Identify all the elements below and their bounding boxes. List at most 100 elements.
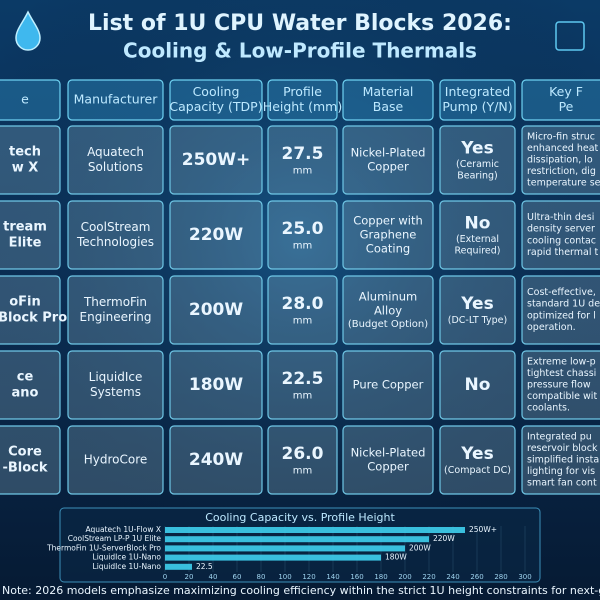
table-cell [439,275,516,345]
y-tick-label: CoolStream LP-P 1U Elite [68,534,162,543]
title-line: Cooling & Low-Profile Thermals [123,39,477,63]
table-cell [267,350,338,420]
water-drop-icon [15,10,41,51]
table-cell [0,125,61,195]
chart-title: Cooling Capacity vs. Profile Height [205,511,395,524]
cell-text: No [465,375,491,395]
cell-text: enhanced heat [527,143,599,154]
footer-note: Note: 2026 models emphasize maximizing c… [2,584,600,597]
header-cell [0,79,61,121]
cell-text: compatible wit [527,391,597,402]
table-cell [439,125,516,195]
cell-text: ThermoFin [83,295,147,309]
cell-text: Aluminum [359,289,418,303]
cell-text: 220W [189,225,243,245]
table-cell [342,125,434,195]
cell-text: Engineering [80,310,152,324]
y-tick-label: Aquatech 1U-Flow X [85,525,161,534]
table-cell [169,200,263,270]
x-tick-label: 180 [374,573,387,581]
column-header: Integrated [445,84,510,99]
cell-text: Aquatech [87,145,144,159]
cell-text: density server [527,224,595,235]
column-header: Material [363,84,414,99]
value-label: 250W+ [469,525,497,534]
cell-text: Alloy [374,303,402,317]
cell-text: tech [9,145,41,160]
column-header: e [21,92,29,107]
x-tick-label: 80 [257,573,266,581]
table-cell [439,425,516,495]
table-cell [342,425,434,495]
x-tick-label: 240 [446,573,459,581]
cell-text: Nickel-Plated [351,145,426,159]
cell-text: tightest chassi [527,368,596,379]
bar [165,536,429,543]
cell-text: Copper [367,460,409,474]
table-cell [67,200,164,270]
table-cell [521,125,600,195]
value-label: 200W [409,543,431,552]
table-cell [521,200,600,270]
table-cell [0,275,61,345]
table-cell [67,275,164,345]
cell-text: mm [293,390,312,401]
cell-text: Graphene [360,228,417,242]
cell-text: Cost-effective, [527,287,596,298]
x-tick-label: 300 [518,573,531,581]
cell-text: Copper with [353,213,423,227]
cell-text: simplified insta [527,455,599,466]
cell-text: -Block [2,460,47,475]
cell-text: smart fan cont [527,478,597,489]
table-cell [169,275,263,345]
cell-text: 240W [189,450,243,470]
cell-text: mm [293,315,312,326]
table-cell [521,275,600,345]
cell-text: Pure Copper [353,378,424,392]
table-cell [521,350,600,420]
x-tick-label: 60 [233,573,242,581]
y-tick-label: ThermoFin 1U-ServerBlock Pro [46,543,161,552]
x-tick-label: 160 [350,573,363,581]
header-cell [439,79,516,121]
cell-text: Ultra-thin desi [527,212,594,223]
x-tick-label: 40 [209,573,218,581]
title-line: List of 1U CPU Water Blocks 2026: [88,11,512,36]
cell-text: Yes [460,294,493,314]
cell-text: operation. [527,322,576,333]
table-cell [169,125,263,195]
header-cell [342,79,434,121]
x-tick-label: 220 [422,573,435,581]
table-cell [0,350,61,420]
cell-text: mm [293,240,312,251]
table-cell [67,125,164,195]
column-header: Pump (Y/N) [442,99,512,114]
header-cell [67,79,164,121]
cell-text: 26.0 [282,444,324,464]
column-header: Pe [559,99,574,114]
cell-text: cooling contac [527,235,596,246]
cell-text: restriction, dig [527,166,596,177]
column-header: Base [373,99,404,114]
table-cell [267,200,338,270]
table-cell [0,200,61,270]
cell-text: 25.0 [282,219,324,239]
x-tick-label: 120 [302,573,315,581]
value-label: 180W [385,553,407,562]
table-cell [0,425,61,495]
bar [165,527,465,533]
chip-icon [555,21,585,51]
table-cell [342,350,434,420]
cell-text: dissipation, lo [527,155,593,166]
cell-text: 27.5 [282,144,324,164]
cell-text: pressure flow [527,380,591,391]
cell-text: (External [456,234,499,245]
cell-text: No [465,213,491,233]
cell-text: temperature se [527,178,600,189]
cell-text: mm [293,465,312,476]
cell-text: 200W [189,300,243,320]
cell-text: w X [12,160,39,175]
table-cell [67,425,164,495]
